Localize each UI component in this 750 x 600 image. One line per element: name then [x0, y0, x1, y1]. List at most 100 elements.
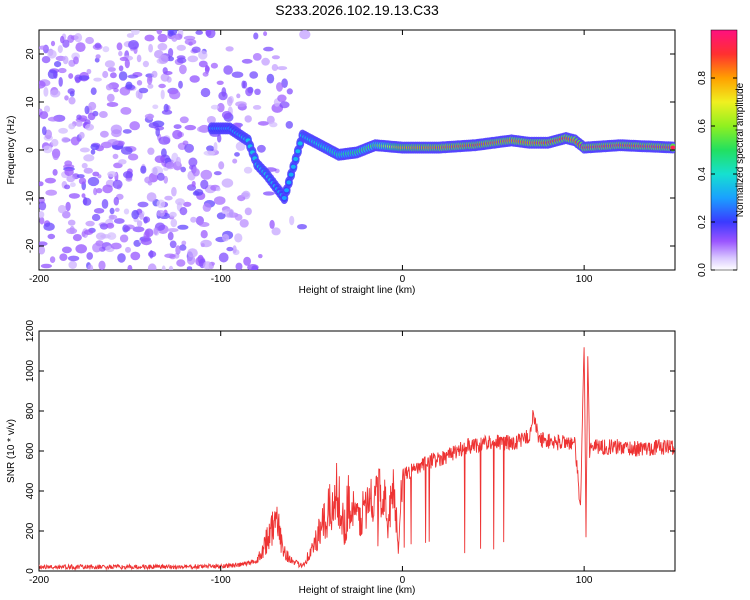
spectrogram-noise-blob: [232, 245, 237, 254]
spectrogram-noise-blob: [107, 171, 117, 178]
spectrogram-noise-blob: [65, 201, 71, 212]
spectrogram-noise-blob: [156, 199, 166, 209]
spectrogram-noise-blob: [143, 231, 150, 241]
spectrogram-noise-blob: [120, 107, 132, 115]
spectrogram-noise-blob: [138, 87, 149, 94]
spectrogram-noise-blob: [184, 124, 197, 131]
spectrogram-noise-blob: [47, 233, 56, 240]
y-tick-label: 10: [25, 96, 36, 108]
spectrogram-noise-blob: [67, 34, 75, 44]
spectrogram-noise-blob: [235, 101, 247, 107]
spectrogram-noise-blob: [52, 169, 58, 176]
spectrogram-noise-blob: [258, 254, 263, 259]
spectrogram-noise-blob: [142, 60, 149, 68]
spectrogram-noise-blob: [253, 32, 259, 40]
spectrogram-noise-blob: [42, 145, 53, 154]
spectrogram-noise-blob: [149, 250, 154, 259]
spectrogram-noise-blob: [179, 244, 187, 251]
x-tick-label: 0: [400, 575, 406, 586]
spectrogram-noise-blob: [123, 225, 131, 232]
spectrogram-noise-blob: [85, 123, 94, 131]
spectrogram-noise-blob: [121, 146, 133, 155]
spectrogram-noise-blob: [114, 207, 120, 212]
spectrogram-noise-blob: [67, 255, 80, 262]
spectrogram-noise-blob: [44, 177, 57, 184]
spectrogram-noise-blob: [58, 67, 67, 74]
spectrogram-noise-blob: [157, 43, 168, 51]
spectrogram-noise-blob: [86, 68, 92, 75]
spectrogram-noise-blob: [148, 43, 154, 53]
spectrogram-noise-blob: [52, 151, 60, 161]
spectrogram-noise-blob: [163, 71, 173, 75]
spectrogram-noise-blob: [148, 122, 159, 129]
spectrogram-noise-blob: [186, 266, 193, 270]
colorbar-tick-label: 0.2: [697, 215, 708, 229]
spectrogram-noise-blob: [183, 201, 192, 207]
spectrogram-noise-blob: [175, 156, 181, 167]
spectrogram-noise-blob: [42, 126, 47, 136]
spectrogram-noise-blob: [73, 56, 79, 65]
spectrogram-noise-blob: [156, 210, 166, 217]
spectrogram-noise-blob: [118, 65, 124, 72]
spectrogram-noise-blob: [39, 111, 49, 120]
spectrogram-noise-blob: [153, 227, 158, 235]
spectrogram-noise-blob: [146, 192, 157, 202]
spectrogram-noise-blob: [127, 74, 139, 79]
spectrogram-noise-blob: [137, 201, 149, 208]
spectrogram-noise-blob: [136, 80, 143, 86]
spectrogram-noise-blob: [116, 42, 123, 51]
spectrogram-noise-blob: [61, 136, 70, 143]
spectrogram-noise-blob: [271, 64, 279, 71]
spectrogram-noise-blob: [74, 33, 83, 43]
spectrogram-noise-blob: [94, 42, 102, 49]
spectrogram-noise-blob: [79, 147, 90, 153]
snr-xlabel: Height of straight line (km): [299, 585, 416, 596]
spectrogram-noise-blob: [90, 143, 100, 151]
spectrogram-noise-blob: [226, 246, 234, 252]
spectrogram-noise-blob: [76, 114, 82, 120]
ridge-core: [284, 188, 290, 193]
spectrogram-noise-blob: [210, 104, 219, 110]
spectrogram-noise-blob: [106, 222, 115, 229]
spectrogram-noise-blob: [75, 244, 87, 254]
spectrogram-noise-blob: [117, 253, 126, 263]
spectrogram-noise-blob: [123, 171, 133, 179]
spectrogram-noise-blob: [67, 219, 76, 226]
y-tick-label: 200: [25, 522, 36, 539]
spectrogram-noise-blob: [269, 121, 278, 128]
spectrogram-noise-blob: [39, 201, 47, 211]
spectrogram-noise-blob: [164, 253, 176, 259]
spectrogram-noise-blob: [242, 80, 248, 89]
spectrogram-noise-blob: [83, 167, 94, 174]
spectrogram-noise-blob: [169, 89, 181, 100]
spectrogram-noise-blob: [234, 233, 243, 243]
spectrogram-noise-blob: [131, 30, 140, 35]
spectrogram-noise-blob: [157, 33, 168, 43]
spectrogram-noise-blob: [179, 116, 189, 124]
spectrogram-noise-blob: [221, 178, 234, 188]
spectrogram-noise-blob: [62, 39, 70, 48]
spectrogram-noise-blob: [90, 149, 96, 155]
spectrogram-noise-blob: [277, 94, 287, 103]
spectrogram-xlabel: Height of straight line (km): [299, 285, 416, 296]
spectrogram-noise-blob: [198, 60, 208, 68]
spectrogram-noise-blob: [262, 191, 275, 196]
x-tick-label: -200: [29, 575, 49, 586]
spectrogram-noise-blob: [180, 166, 186, 173]
spectrogram-noise-blob: [72, 234, 82, 242]
spectrogram-noise-blob: [60, 35, 65, 44]
spectrogram-noise-blob: [218, 161, 225, 170]
colorbar: 0.0 0.2 0.4 0.6 0.8 Normalized spectral ampl…: [697, 29, 746, 277]
spectrogram-noise-blob: [105, 84, 113, 91]
spectrogram-noise-blob: [49, 256, 56, 263]
spectrogram-noise-blob: [106, 232, 117, 240]
spectrogram-noise-blob: [106, 102, 119, 107]
spectrogram-noise-blob: [126, 33, 135, 38]
spectrogram-noise-blob: [198, 222, 210, 227]
spectrogram-noise-blob: [195, 30, 203, 35]
spectrogram-noise-blob: [216, 80, 224, 86]
ridge-core: [295, 149, 301, 154]
spectrogram-noise-blob: [64, 168, 74, 177]
spectrogram-noise-blob: [66, 175, 76, 183]
spectrogram-noise-blob: [231, 71, 244, 78]
